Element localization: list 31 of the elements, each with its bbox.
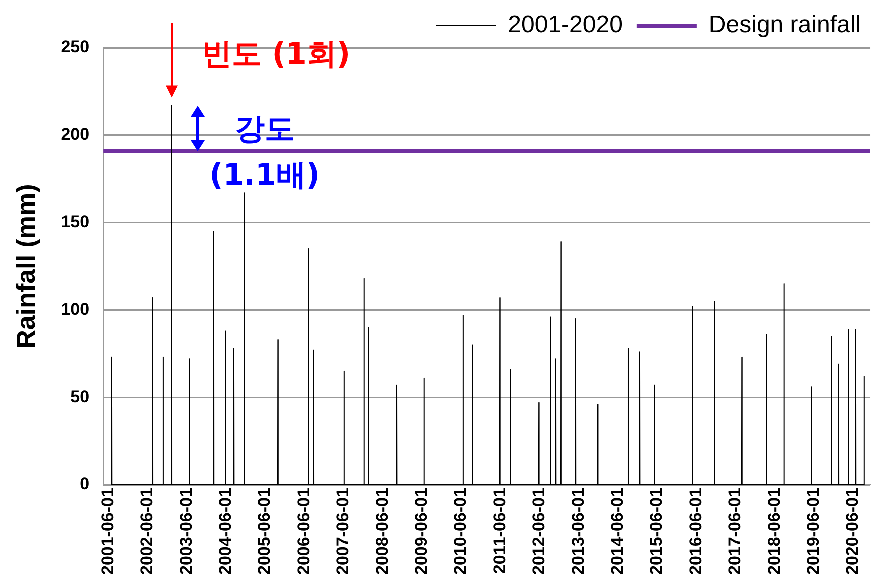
x-tick-label: 2020-06-01 bbox=[843, 488, 862, 576]
x-tick-label: 2009-06-01 bbox=[412, 488, 432, 576]
x-tick-label: 2016-06-01 bbox=[686, 488, 706, 576]
annotation: 강도 (1.1배) bbox=[210, 112, 320, 193]
x-tick-label: 2003-06-01 bbox=[176, 488, 196, 576]
x-tick-label: 2014-06-01 bbox=[608, 488, 627, 576]
x-tick-label: 2010-06-01 bbox=[451, 488, 470, 576]
y-tick-label: 0 bbox=[80, 474, 90, 494]
x-tick-label: 2019-06-01 bbox=[804, 488, 823, 576]
legend-label: Design rainfall bbox=[708, 12, 862, 39]
x-tick-label: 2008-06-01 bbox=[372, 488, 392, 576]
x-tick-label: 2018-06-01 bbox=[764, 488, 784, 576]
y-axis-title: Rainfall (mm) bbox=[10, 184, 41, 349]
x-tick-label: 2015-06-01 bbox=[647, 488, 666, 576]
y-tick-label: 50 bbox=[70, 387, 90, 406]
x-tick-label: 2005-06-01 bbox=[255, 488, 274, 576]
y-tick-label: 200 bbox=[61, 125, 90, 144]
x-tick-label: 2002-06-01 bbox=[138, 488, 157, 576]
y-tick-label: 250 bbox=[61, 38, 90, 57]
x-tick-label: 2011-06-01 bbox=[490, 488, 510, 574]
x-tick-label: 2017-06-01 bbox=[726, 488, 745, 576]
x-tick-label: 2004-06-01 bbox=[216, 488, 236, 576]
x-tick-label: 2001-06-01 bbox=[98, 488, 118, 576]
legend-label: 2001-2020 bbox=[508, 12, 623, 39]
y-tick-label: 100 bbox=[61, 300, 90, 319]
x-tick-label: 2007-06-01 bbox=[334, 488, 353, 576]
x-tick-label: 2012-06-01 bbox=[530, 488, 549, 576]
y-tick-label: 150 bbox=[61, 212, 90, 232]
x-tick-label: 2013-06-01 bbox=[568, 488, 588, 576]
x-tick-label: 2006-06-01 bbox=[294, 488, 314, 576]
annotation: 빈도 (1회) bbox=[202, 36, 351, 72]
